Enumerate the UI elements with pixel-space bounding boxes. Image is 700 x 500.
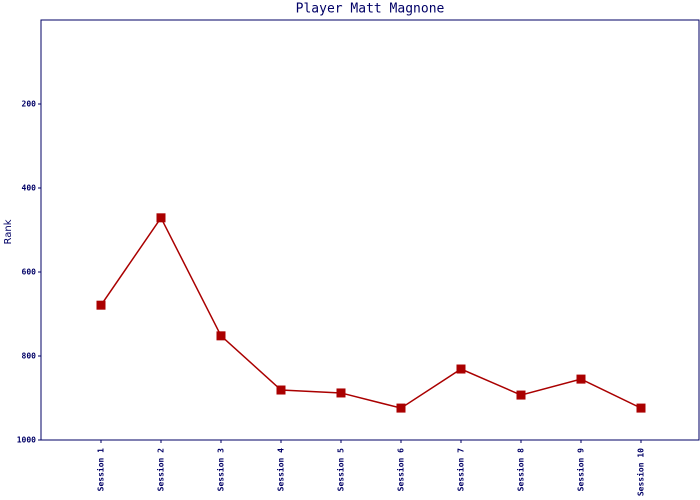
x-tick-label: Session 6 (396, 448, 406, 492)
x-tick-label: Session 1 (96, 448, 106, 492)
point-marker (636, 403, 646, 413)
y-tick-label: 1000 (17, 436, 36, 445)
x-tick-label: Session 8 (516, 448, 526, 492)
plot-frame (40, 19, 700, 441)
x-tick-label: Session 10 (636, 448, 646, 496)
point-marker (396, 403, 406, 413)
point-marker (276, 385, 286, 395)
x-tick-label: Session 4 (276, 448, 286, 492)
point-marker (336, 388, 346, 398)
point-marker (216, 331, 226, 341)
y-axis-label: Rank (3, 219, 14, 244)
x-tick-label: Session 9 (576, 448, 586, 492)
y-tick-label: 600 (22, 268, 37, 277)
series-line (100, 216, 642, 409)
point-marker (156, 213, 166, 223)
x-tick-label: Session 2 (156, 448, 166, 492)
x-tick-label: Session 3 (216, 448, 226, 492)
y-tick-label: 200 (22, 100, 37, 109)
point-marker (456, 364, 466, 374)
x-tick-label: Session 5 (336, 448, 346, 492)
point-marker (516, 390, 526, 400)
y-tick-label: 800 (22, 352, 37, 361)
chart-title: Player Matt Magnone (296, 2, 445, 17)
point-marker (96, 300, 106, 310)
y-tick-label: 400 (22, 184, 37, 193)
x-tick-label: Session 7 (456, 448, 466, 492)
point-marker (576, 374, 586, 384)
